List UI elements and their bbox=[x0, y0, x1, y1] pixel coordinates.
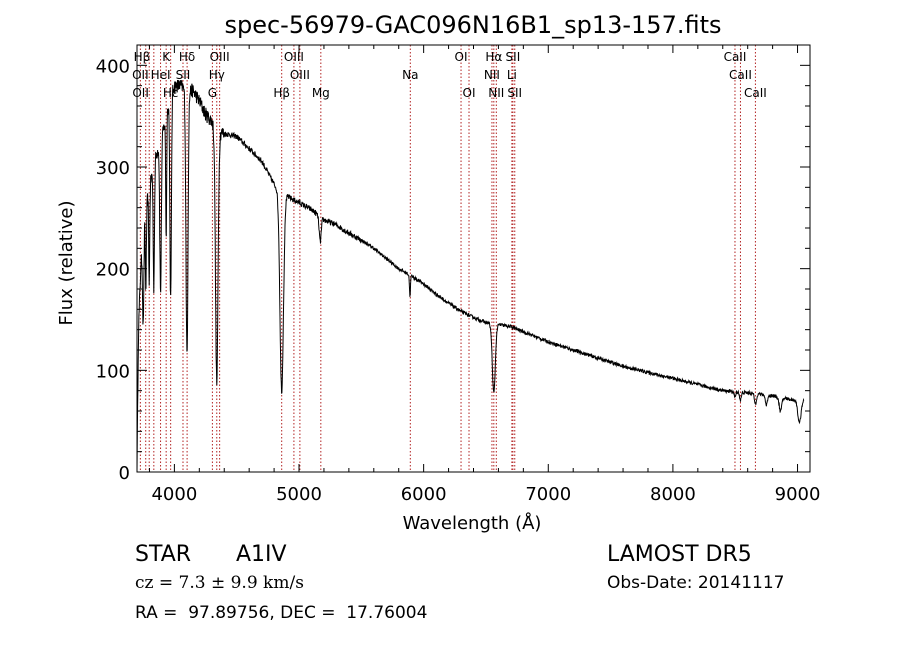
plot-frame bbox=[136, 44, 811, 473]
line-label-23: OI bbox=[463, 86, 476, 100]
line-labels: Hβ K Hδ OIII OIII Na OI Hα SII CaII OII HeI SII Hγ OII… bbox=[132, 50, 767, 100]
line-label-14: OIII bbox=[290, 68, 310, 82]
line-label-1: K bbox=[162, 50, 171, 64]
y-tick-label-3: 300 bbox=[96, 158, 130, 179]
survey-name: LAMOST DR5 bbox=[607, 542, 752, 567]
x-tick-label-4: 8000 bbox=[650, 484, 696, 505]
x-axis: 4000 5000 6000 7000 8000 9000 bbox=[148, 45, 821, 505]
line-label-15: NII bbox=[484, 68, 500, 82]
y-tick-label-4: 400 bbox=[96, 56, 130, 77]
line-label-8: SII bbox=[506, 50, 521, 64]
coordinates: RA = 97.89756, DEC = 17.76004 bbox=[135, 603, 428, 623]
y-tick-label-0: 0 bbox=[119, 463, 130, 484]
line-label-5: Na bbox=[402, 68, 418, 82]
x-tick-label-3: 7000 bbox=[525, 484, 571, 505]
line-label-25: SII bbox=[507, 86, 522, 100]
line-label-4: OIII bbox=[284, 50, 304, 64]
line-markers bbox=[139, 45, 756, 472]
x-tick-label-5: 9000 bbox=[775, 484, 821, 505]
line-label-16: Li bbox=[507, 68, 517, 82]
object-class: STAR bbox=[135, 542, 192, 567]
y-tick-label-1: 100 bbox=[96, 361, 130, 382]
line-label-12: SII bbox=[176, 68, 191, 82]
line-label-3: OIII bbox=[210, 50, 230, 64]
y-axis: 0 100 200 300 400 bbox=[96, 56, 810, 484]
spectrum-line bbox=[136, 79, 805, 473]
x-tick-label-1: 5000 bbox=[276, 484, 322, 505]
line-label-19: Hε bbox=[163, 86, 179, 100]
x-axis-label: Wavelength (Å) bbox=[403, 512, 542, 534]
y-tick-label-2: 200 bbox=[96, 260, 130, 281]
line-label-17: CaII bbox=[729, 68, 752, 82]
x-tick-label-2: 6000 bbox=[401, 484, 447, 505]
line-label-0: Hβ bbox=[134, 50, 151, 64]
line-label-10: OII bbox=[132, 68, 149, 82]
object-subclass: A1IV bbox=[236, 542, 287, 567]
redshift-value: cz = 7.3 ± 9.9 km/s bbox=[135, 573, 304, 593]
line-label-11: HeI bbox=[151, 68, 171, 82]
observation-date: Obs-Date: 20141117 bbox=[607, 573, 785, 593]
line-label-9: CaII bbox=[724, 50, 747, 64]
line-label-7: Hα bbox=[485, 50, 502, 64]
line-label-6: OI bbox=[455, 50, 468, 64]
line-label-22: Mg bbox=[312, 86, 330, 100]
line-label-26: CaII bbox=[744, 86, 767, 100]
line-label-21: Hβ bbox=[273, 86, 290, 100]
y-axis-label: Flux (relative) bbox=[56, 200, 77, 325]
chart-title: spec-56979-GAC096N16B1_sp13-157.fits bbox=[224, 11, 721, 39]
x-tick-label-0: 4000 bbox=[151, 484, 197, 505]
line-label-13: Hγ bbox=[209, 68, 225, 82]
line-label-2: Hδ bbox=[179, 50, 195, 64]
line-label-20: G bbox=[208, 86, 217, 100]
line-label-18: OII bbox=[132, 86, 149, 100]
line-label-24: NII bbox=[488, 86, 504, 100]
